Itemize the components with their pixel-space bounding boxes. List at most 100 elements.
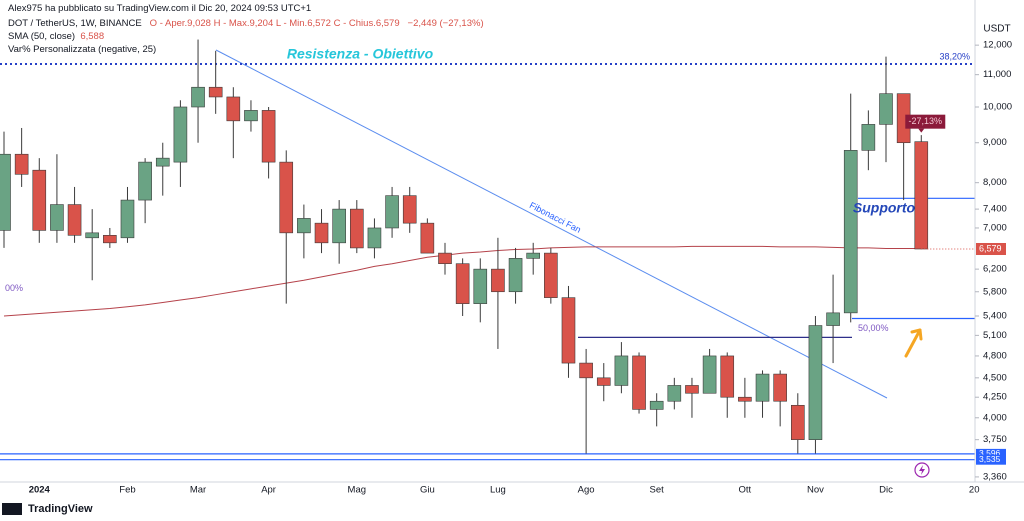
author-line: Alex975 ha pubblicato su TradingView.com… bbox=[8, 3, 312, 14]
x-tick-label: Apr bbox=[261, 485, 276, 496]
y-tick-label: 7,000 bbox=[983, 222, 1007, 233]
level-label: 38,20% bbox=[939, 51, 970, 61]
price-label-box bbox=[976, 454, 1006, 465]
x-tick-label: Mar bbox=[190, 485, 206, 496]
x-tick-label: 20 bbox=[969, 485, 980, 496]
candle-body bbox=[649, 400, 664, 410]
candle-body bbox=[773, 373, 787, 402]
candle-body bbox=[173, 106, 188, 163]
price-label: 3,596 bbox=[979, 448, 1001, 458]
x-tick-label: Lug bbox=[490, 485, 506, 496]
candle-body bbox=[0, 153, 11, 231]
y-tick-label: 5,100 bbox=[983, 330, 1007, 341]
y-tick-label: 9,000 bbox=[983, 137, 1007, 148]
change-badge-label: -27,13% bbox=[909, 116, 943, 126]
candle-body bbox=[67, 204, 82, 236]
candle-body bbox=[914, 141, 929, 250]
candle-body bbox=[297, 218, 311, 234]
last-price-label: 6,579 bbox=[979, 243, 1002, 253]
candle-body bbox=[879, 93, 893, 125]
event-icon bbox=[919, 465, 925, 475]
candle-body bbox=[208, 86, 223, 98]
y-tick-label: 4,250 bbox=[983, 392, 1007, 403]
candle-body bbox=[491, 268, 505, 293]
y-tick-label: 12,000 bbox=[983, 40, 1012, 51]
x-tick-label: Ago bbox=[578, 485, 595, 496]
y-tick-label: 4,500 bbox=[983, 372, 1007, 383]
y-tick-label: 8,000 bbox=[983, 177, 1007, 188]
candle-body bbox=[808, 325, 823, 440]
candle-body bbox=[843, 150, 858, 314]
candle-body bbox=[314, 222, 329, 244]
candle-body bbox=[226, 96, 241, 122]
candle-body bbox=[614, 355, 629, 386]
sma-line: SMA (50, close) 6,588 bbox=[8, 31, 104, 42]
candle-body bbox=[438, 252, 452, 265]
event-icon bbox=[914, 462, 930, 478]
candle-body bbox=[138, 161, 152, 201]
candle-body bbox=[526, 252, 541, 259]
candle-body bbox=[561, 297, 576, 364]
symbol-line: DOT / TetherUS, 1W, BINANCE O - Aper.9,0… bbox=[8, 18, 484, 29]
logo bbox=[2, 503, 22, 515]
candle-body bbox=[579, 362, 593, 379]
plot-area bbox=[0, 39, 975, 461]
candle-body bbox=[85, 232, 99, 239]
candle-body bbox=[155, 157, 170, 167]
y-tick-label: 5,800 bbox=[983, 286, 1007, 297]
currency: USDT bbox=[983, 24, 1010, 35]
candle-body bbox=[349, 208, 364, 249]
candle-body bbox=[826, 312, 840, 326]
sma-line bbox=[3, 245, 922, 317]
x-tick-label: Feb bbox=[119, 485, 135, 496]
ohlc: O - Aper.9,028 H - Max.9,204 L - Min.6,5… bbox=[149, 18, 400, 29]
candle-body bbox=[702, 355, 717, 394]
y-tick-label: 4,800 bbox=[983, 350, 1007, 361]
fibonacci-fan-line bbox=[215, 49, 888, 399]
x-tick-label: Nov bbox=[807, 485, 824, 496]
candle-body bbox=[261, 110, 276, 163]
candle-body bbox=[508, 258, 523, 293]
candle-body bbox=[32, 169, 47, 231]
candle-body bbox=[103, 235, 117, 244]
level-label: 50,00% bbox=[858, 323, 889, 333]
candle-body bbox=[420, 222, 435, 254]
candle-body bbox=[755, 373, 770, 402]
y-tick-label: 5,400 bbox=[983, 311, 1007, 322]
candle-body bbox=[544, 252, 558, 298]
y-tick-label: 7,400 bbox=[983, 204, 1007, 215]
candle-body bbox=[50, 204, 64, 231]
candle-body bbox=[685, 385, 699, 394]
candle-body bbox=[332, 208, 346, 244]
candle-body bbox=[367, 227, 382, 249]
change: −2,449 (−27,13%) bbox=[407, 18, 484, 29]
x-tick-label: Mag bbox=[348, 485, 366, 496]
candle-body bbox=[738, 396, 752, 402]
candle-body bbox=[455, 263, 470, 304]
candle-body bbox=[120, 199, 135, 239]
sma-value: 6,588 bbox=[80, 31, 105, 42]
arrow-icon bbox=[904, 328, 923, 358]
candle-body bbox=[596, 377, 611, 386]
candle-body bbox=[720, 355, 735, 398]
x-tick-label: Ott bbox=[739, 485, 752, 496]
candle-body bbox=[861, 124, 876, 151]
y-tick-label: 3,360 bbox=[983, 471, 1007, 482]
sma-label: SMA (50, close) bbox=[8, 31, 76, 42]
annotation: Fibonacci Fan bbox=[528, 200, 583, 235]
x-tick-label: Giu bbox=[420, 485, 435, 496]
brand: TradingView bbox=[28, 503, 93, 515]
annotation: Supporto bbox=[853, 200, 916, 216]
y-tick-label: 4,000 bbox=[983, 412, 1007, 423]
candle-body bbox=[14, 153, 29, 175]
candle-body bbox=[632, 355, 646, 410]
candle-body bbox=[244, 110, 258, 122]
candle-body bbox=[790, 404, 805, 440]
change-badge-tip bbox=[918, 128, 925, 133]
level-label: 00% bbox=[5, 283, 23, 293]
price-label-box bbox=[976, 448, 1006, 459]
candle-body bbox=[191, 86, 205, 108]
annotation: Resistenza - Obiettivo bbox=[287, 46, 434, 62]
